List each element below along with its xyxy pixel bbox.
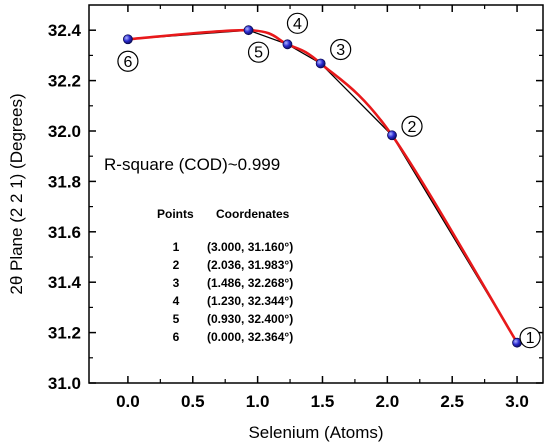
point-label-1: 1: [526, 330, 535, 347]
point-label-circle-4: [286, 12, 309, 34]
table-header-points: Points: [157, 207, 194, 221]
connecting-polyline: [127, 29, 518, 344]
point-label-circle-1: [519, 327, 541, 349]
fit-curve: [127, 28, 519, 344]
x-tick-label: 1.5: [311, 392, 335, 411]
point-label-circle-2: [401, 115, 423, 137]
x-tick-label: 2.5: [440, 392, 464, 411]
table-row-coordinates: (1.230, 32.344°): [207, 294, 293, 308]
y-tick-label: 32.2: [48, 72, 81, 91]
point-label-2: 2: [408, 119, 417, 136]
connecting-line: [127, 29, 518, 344]
point-label-circle-5: [247, 41, 270, 63]
y-tick-label: 31.4: [48, 273, 82, 292]
table-row-point-number: 4: [173, 294, 180, 308]
fit-curve-path: [127, 28, 519, 344]
table-header-coordinates: Coordenates: [216, 207, 290, 221]
data-point-4: [282, 39, 293, 50]
y-tick-label: 31.2: [48, 324, 81, 343]
table-row-coordinates: (3.000, 31.160°): [207, 240, 293, 254]
y-tick-label: 31.6: [48, 223, 81, 242]
r-square-annotation: R-square (COD)~0.999: [104, 155, 280, 174]
point-label-5: 5: [254, 45, 263, 62]
table-row-coordinates: (0.930, 32.400°): [207, 312, 293, 326]
coordinates-table: Points Coordenates 1 (3.000, 31.160°) 2 (2.…: [157, 207, 293, 344]
x-axis-title: Selenium (Atoms): [248, 423, 383, 442]
table-row-point-number: 6: [173, 330, 180, 344]
y-tick-label: 32.0: [48, 122, 81, 141]
table-row-coordinates: (1.486, 32.268°): [207, 276, 293, 290]
x-tick-label: 2.0: [376, 392, 400, 411]
x-tick-label: 1.0: [246, 392, 270, 411]
point-number-labels: 1 2 3 4 5 6: [117, 12, 541, 349]
point-label-circle-3: [330, 38, 352, 61]
data-point-3: [315, 58, 326, 69]
x-tick-label: 0.5: [181, 392, 205, 411]
x-axis: 0.0 0.5 1.0 1.5 2.0 2.5 3.0: [116, 5, 529, 411]
table-row-point-number: 5: [173, 312, 180, 326]
table-row-coordinates: (2.036, 31.983°): [207, 258, 293, 272]
point-label-6: 6: [123, 54, 132, 71]
y-axis: 31.0 31.2 31.4 31.6 31.8 32.0 32.2 32.4: [48, 21, 543, 393]
y-tick-label: 31.8: [48, 172, 81, 191]
x-tick-label: 0.0: [116, 392, 140, 411]
point-label-3: 3: [336, 42, 345, 59]
table-row-coordinates: (0.000, 32.364°): [207, 330, 293, 344]
x-tick-label: 3.0: [505, 392, 529, 411]
table-row-point-number: 1: [173, 240, 180, 254]
point-label-circle-6: [117, 50, 139, 72]
table-row-point-number: 2: [173, 258, 180, 272]
y-tick-label: 31.0: [48, 374, 81, 393]
table-row-point-number: 3: [173, 276, 180, 290]
plot-frame: [88, 4, 544, 384]
point-label-4: 4: [293, 16, 302, 33]
y-tick-label: 32.4: [48, 21, 82, 40]
data-point-5: [243, 25, 254, 36]
data-point-6: [123, 34, 133, 45]
data-point-2: [387, 130, 397, 141]
y-axis-title: 2θ Plane (2 2 1) (Degrees): [7, 93, 26, 294]
data-points: [123, 25, 522, 348]
